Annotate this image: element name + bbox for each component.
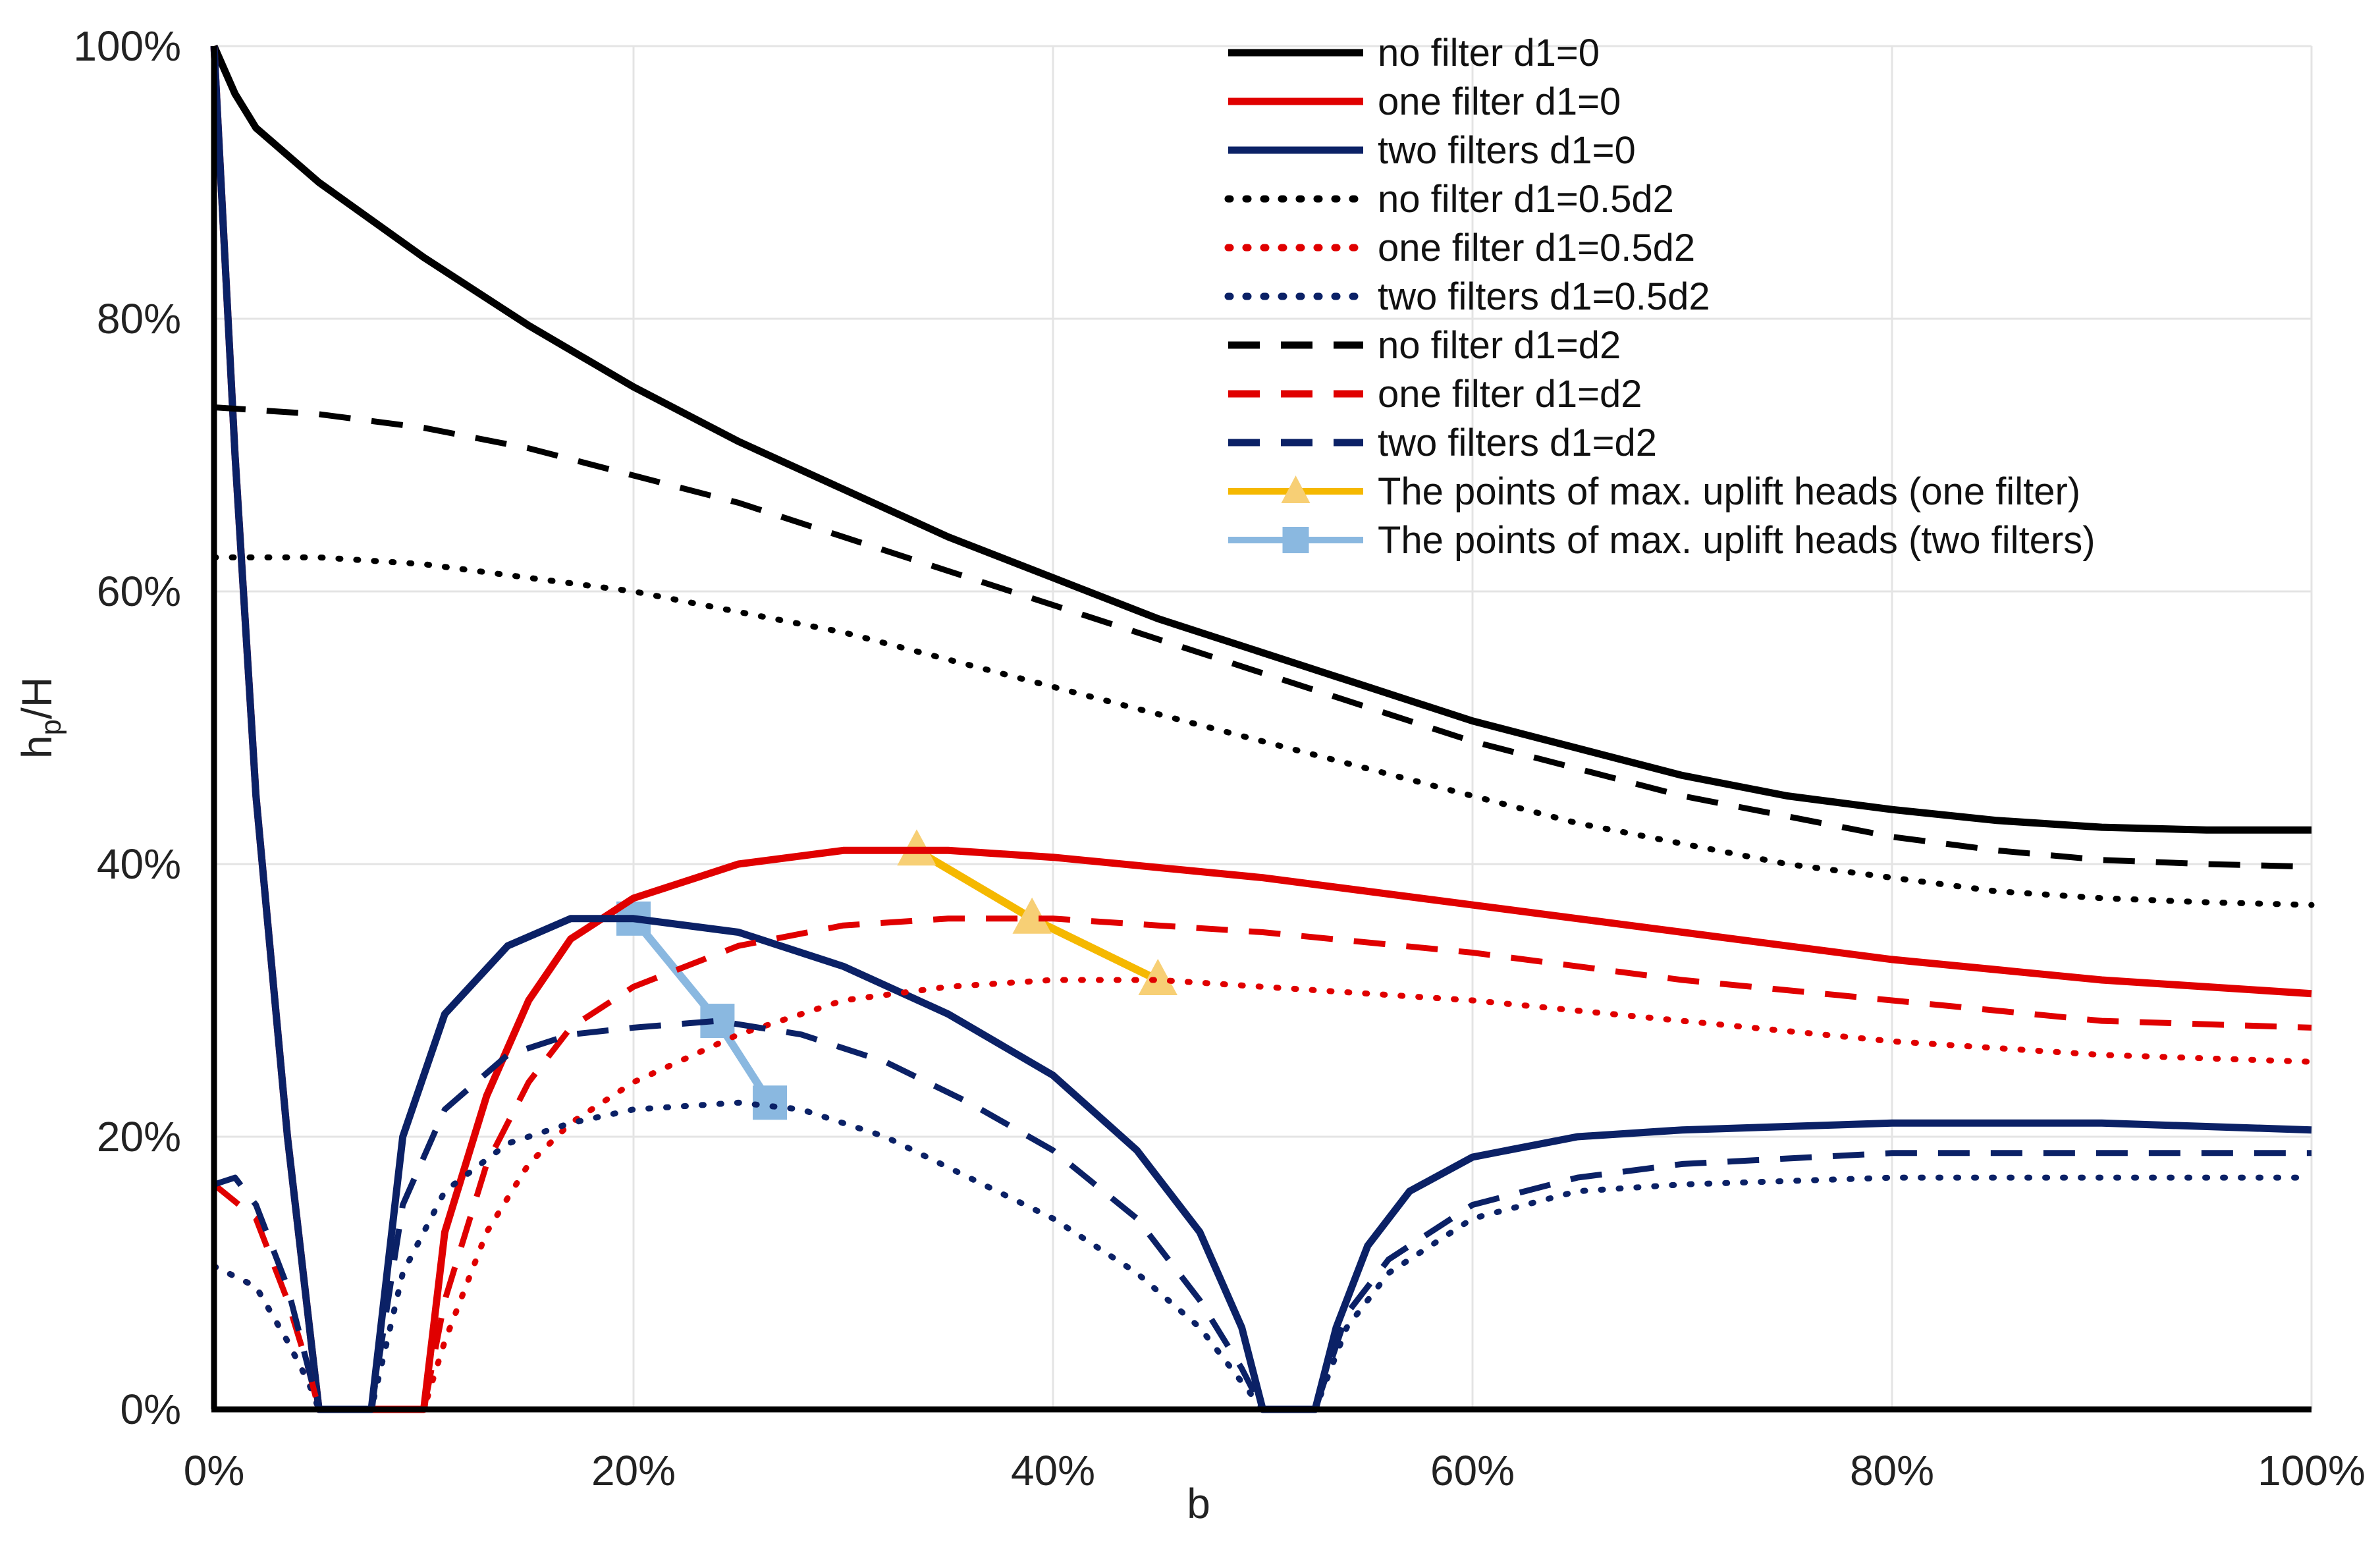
legend-item: two filters d1=0.5d2 [1224, 275, 1710, 318]
legend-item: one filter d1=0.5d2 [1224, 227, 1695, 269]
x-tick-label: 0% [184, 1447, 245, 1494]
series-line-7 [212, 915, 2312, 1413]
legend-label: no filter d1=0 [1378, 32, 1600, 74]
y-tick-label: 20% [97, 1113, 181, 1160]
series-9-point-2 [1138, 958, 1177, 995]
legend-item: no filter d1=d2 [1228, 324, 1621, 367]
legend-label: two filters d1=d2 [1378, 421, 1657, 464]
x-tick-label: 100% [2258, 1447, 2366, 1494]
legend-item: no filter d1=0.5d2 [1224, 178, 1674, 221]
legend-item: The points of max. uplift heads (two fil… [1228, 519, 2096, 562]
legend-label: no filter d1=d2 [1378, 324, 1621, 367]
x-tick-label: 40% [1011, 1447, 1095, 1494]
legend-item: two filters d1=d2 [1228, 421, 1657, 464]
legend-label: one filter d1=0.5d2 [1378, 227, 1695, 269]
legend-label: two filters d1=0 [1378, 129, 1636, 172]
legend-label: no filter d1=0.5d2 [1378, 178, 1674, 221]
series-line-3 [211, 554, 2315, 908]
legend: no filter d1=0 one filter d1=0 two filters… [1224, 32, 2096, 562]
tick-labels: 0% 20% 40% 60% 80% 100% 0% 20% 40% 60% 80% 100% [73, 22, 2366, 1494]
legend-label: The points of max. uplift heads (one fil… [1378, 470, 2080, 513]
legend-item: two filters d1=0 [1228, 129, 1636, 172]
x-tick-label: 60% [1430, 1447, 1515, 1494]
y-tick-label: 100% [73, 22, 181, 70]
legend-item: no filter d1=0 [1228, 32, 1600, 74]
legend-item: one filter d1=0 [1228, 80, 1621, 123]
axes [211, 46, 2312, 1413]
series-markers [616, 829, 1177, 1120]
legend-label: The points of max. uplift heads (two fil… [1378, 519, 2096, 562]
legend-label: one filter d1=0 [1378, 80, 1621, 123]
y-tick-label: 40% [97, 840, 181, 888]
x-tick-label: 20% [591, 1447, 676, 1494]
series-line-6 [213, 404, 2312, 870]
series-layer [210, 44, 2315, 1413]
series-line-0 [210, 44, 2312, 834]
y-axis-title: hp/H [13, 677, 67, 759]
series-line-5 [211, 1099, 2315, 1413]
x-tick-label: 80% [1850, 1447, 1934, 1494]
y-axis-title-tail: /H [13, 677, 61, 719]
y-axis-title-sub: p [35, 719, 67, 735]
legend-label: two filters d1=0.5d2 [1378, 275, 1710, 318]
legend-marker [1282, 527, 1309, 553]
y-axis-title-main: h [13, 735, 61, 759]
legend-label: one filter d1=d2 [1378, 373, 1642, 416]
series-line-4 [211, 977, 2315, 1413]
legend-marker [1281, 476, 1311, 503]
y-tick-label: 0% [121, 1386, 182, 1433]
y-tick-label: 60% [97, 568, 181, 615]
y-tick-label: 80% [97, 295, 181, 342]
x-axis-title: b [1187, 1480, 1210, 1527]
legend-item: The points of max. uplift heads (one fil… [1228, 470, 2080, 513]
legend-item: one filter d1=d2 [1228, 373, 1642, 416]
